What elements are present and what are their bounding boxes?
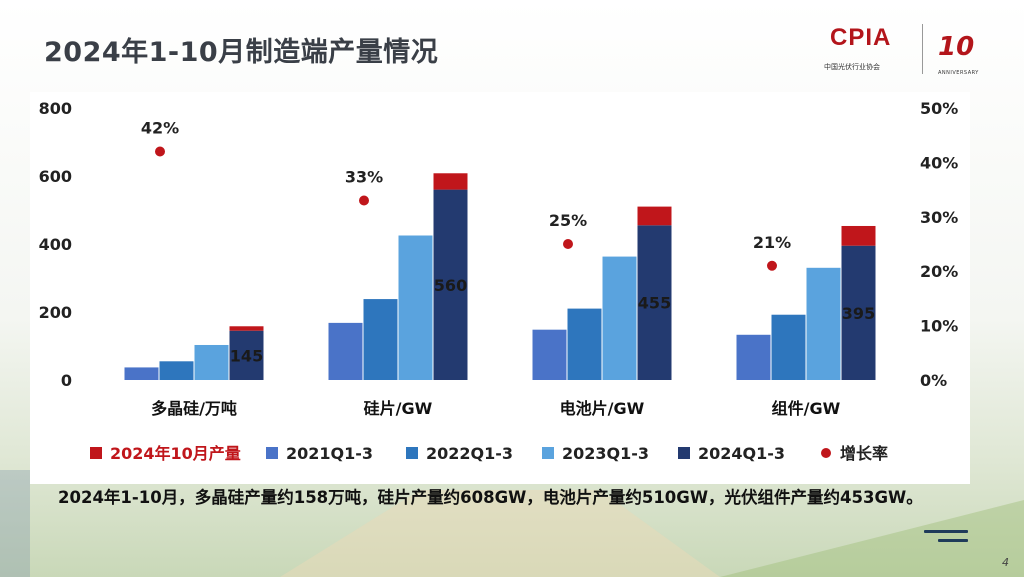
x-category-label: 组件/GW: [772, 399, 841, 418]
x-category-label: 电池片/GW: [560, 399, 645, 418]
y-right-tick-label: 40%: [920, 153, 958, 172]
legend-label: 2022Q1-3: [426, 444, 513, 463]
y-right-tick-label: 10%: [920, 317, 958, 336]
page-title: 2024年1-10月制造端产量情况: [44, 37, 439, 68]
y-left-tick-label: 0: [61, 371, 72, 390]
production-bar-chart: 0 200 400 600 800 0% 10% 20% 30% 40% 50% 145 42% 多晶硅/…: [39, 99, 959, 463]
growth-label: 42%: [141, 119, 179, 138]
cpia-logo: CPIA 中国光伏行业协会 10 ANNIVERSARY: [800, 18, 990, 80]
menu-icon[interactable]: [924, 530, 968, 546]
growth-point: [155, 146, 165, 157]
bar-2024Q1-3: [637, 225, 672, 380]
chart-panel: 0 200 400 600 800 0% 10% 20% 30% 40% 50% 145 42% 多晶硅/…: [30, 92, 970, 484]
legend-label: 2024Q1-3: [698, 444, 785, 463]
growth-label: 25%: [549, 211, 587, 230]
bar-2021Q1-3: [736, 334, 771, 380]
bar-data-label: 455: [638, 294, 671, 313]
bar-data-label: 395: [842, 304, 875, 323]
y-right-tick-label: 50%: [920, 99, 958, 118]
legend-swatch: [406, 447, 418, 459]
legend-swatch: [266, 447, 278, 459]
bar-2023Q1-3: [806, 267, 841, 380]
y-right-tick-label: 30%: [920, 208, 958, 227]
growth-point: [767, 260, 777, 271]
y-left-tick-label: 200: [39, 303, 72, 322]
x-category-label: 硅片/GW: [364, 399, 433, 418]
bar-2023Q1-3: [398, 235, 433, 380]
bar-2021Q1-3: [328, 322, 363, 380]
bar-oct-segment: [841, 225, 876, 246]
bar-oct-segment: [229, 326, 264, 331]
logo-divider: [922, 24, 923, 74]
legend-label: 2024年10月产量: [110, 444, 241, 463]
y-left-tick-label: 600: [39, 167, 72, 186]
bar-oct-segment: [433, 173, 468, 190]
tenth-anniversary-logo: 10: [938, 32, 975, 62]
growth-point: [359, 195, 369, 206]
legend-label: 2023Q1-3: [562, 444, 649, 463]
bar-2024Q1-3: [433, 189, 468, 380]
y-right-tick-label: 20%: [920, 262, 958, 281]
legend-label: 2021Q1-3: [286, 444, 373, 463]
y-left-tick-label: 800: [39, 99, 72, 118]
legend-marker: [821, 448, 831, 458]
bar-2021Q1-3: [532, 329, 567, 380]
legend-label: 增长率: [840, 444, 888, 463]
growth-point: [563, 239, 573, 249]
summary-caption: 2024年1-10月，多晶硅产量约158万吨，硅片产量约608GW，电池片产量约…: [58, 488, 923, 507]
bar-oct-segment: [637, 206, 672, 226]
bar-data-label: 145: [230, 346, 263, 365]
bar-2022Q1-3: [771, 314, 806, 380]
bar-2022Q1-3: [363, 299, 398, 380]
bar-2023Q1-3: [194, 344, 229, 380]
growth-label: 21%: [753, 233, 791, 252]
legend-swatch: [678, 447, 690, 459]
cpia-logo-text: CPIA: [830, 24, 892, 51]
bar-data-label: 560: [434, 276, 467, 295]
bar-2021Q1-3: [124, 367, 159, 380]
y-right-tick-label: 0%: [920, 371, 947, 390]
growth-label: 33%: [345, 167, 383, 186]
x-category-label: 多晶硅/万吨: [151, 399, 237, 418]
legend-swatch: [90, 447, 102, 459]
anniversary-label: ANNIVERSARY: [938, 70, 979, 76]
bar-2022Q1-3: [567, 308, 602, 380]
bar-2023Q1-3: [602, 256, 637, 380]
legend-swatch: [542, 447, 554, 459]
bar-2024Q1-3: [841, 245, 876, 380]
bar-2024Q1-3: [229, 330, 264, 380]
y-left-tick-label: 400: [39, 235, 72, 254]
bar-2022Q1-3: [159, 361, 194, 380]
cpia-logo-subtitle: 中国光伏行业协会: [824, 63, 880, 71]
page-number: 4: [1002, 556, 1009, 569]
